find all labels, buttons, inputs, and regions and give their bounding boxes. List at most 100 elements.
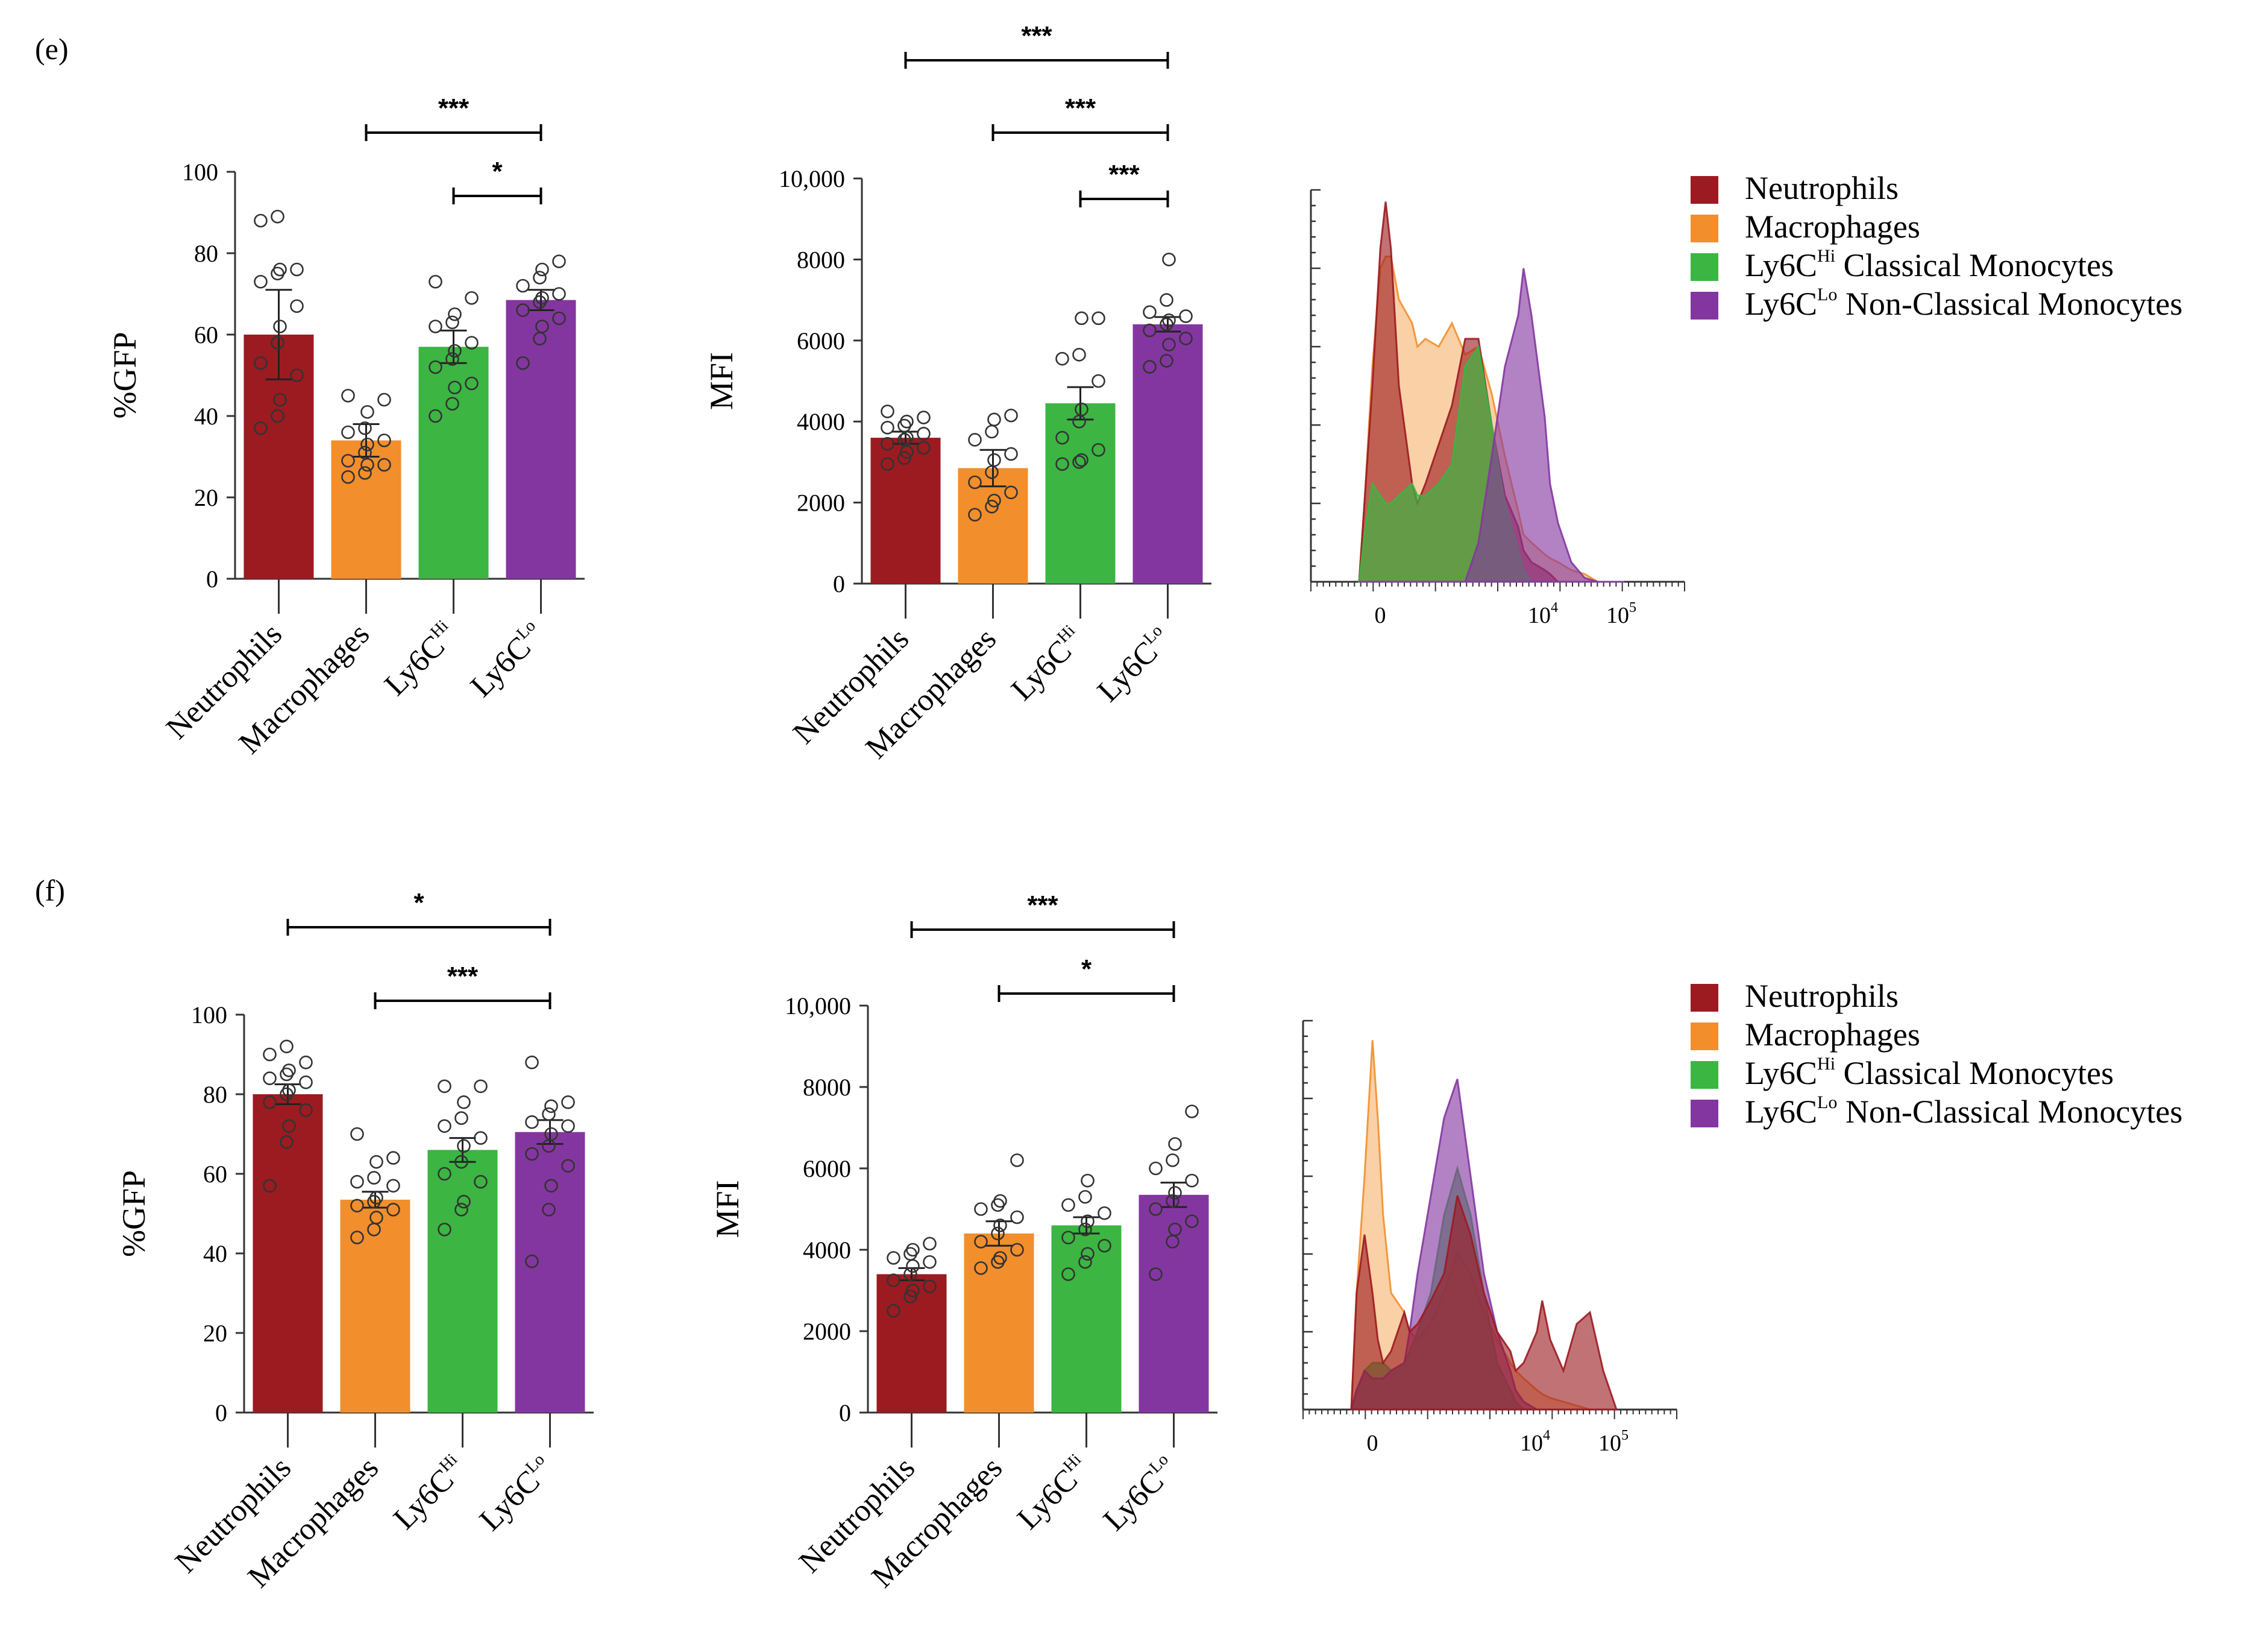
data-point: [897, 433, 911, 447]
data-point: [887, 1273, 900, 1287]
y-tick-label: 4000: [797, 408, 845, 435]
y-tick-label: 8000: [803, 1074, 851, 1101]
data-point: [377, 433, 391, 447]
data-point: [1010, 1210, 1024, 1224]
y-tick-label: 0: [833, 570, 845, 597]
data-point: [386, 1179, 400, 1193]
data-point: [968, 433, 982, 447]
data-point: [542, 1203, 556, 1217]
data-point: [1055, 457, 1069, 471]
legend-label-Ly6CHi: Ly6CHi Classical Monocytes: [1745, 1054, 2114, 1091]
data-point: [987, 493, 1001, 508]
data-point: [341, 425, 355, 440]
data-point: [1160, 293, 1173, 307]
data-point: [282, 1119, 296, 1133]
data-point: [900, 414, 914, 429]
data-point: [906, 1284, 920, 1297]
data-point: [448, 380, 462, 395]
bar-Ly6CHi: [1045, 403, 1116, 584]
bar-chart-e-mfi: 0200040006000800010,000MFINeutrophilsMac…: [703, 21, 1211, 766]
data-point: [917, 411, 931, 424]
histogram-f-hist: 0 104 105: [1302, 1019, 1677, 1456]
bar-Ly6CLo: [506, 300, 576, 579]
data-point: [263, 1047, 277, 1062]
data-point: [445, 397, 459, 411]
y-axis-label: %GFP: [107, 332, 143, 418]
data-point: [350, 1174, 364, 1189]
data-point: [1092, 311, 1105, 326]
sig-label: ***: [438, 93, 470, 123]
data-point: [903, 1267, 917, 1281]
data-point: [968, 475, 982, 490]
data-point: [516, 303, 530, 317]
data-point: [1168, 1186, 1182, 1200]
y-tick-label: 80: [194, 240, 218, 267]
y-tick-label: 2000: [803, 1318, 851, 1345]
data-point: [429, 409, 442, 423]
data-point: [254, 213, 268, 228]
data-point: [299, 1103, 313, 1117]
legend-label-Ly6CLo: Ly6CLo Non-Classical Monocytes: [1745, 1092, 2182, 1130]
data-point: [271, 209, 284, 224]
legend-swatch-Ly6CHi: [1691, 1061, 1718, 1089]
data-point: [897, 451, 911, 465]
y-tick-label: 10,000: [785, 992, 851, 1019]
y-tick-label: 6000: [803, 1155, 851, 1182]
legend-label-Ly6CLo: Ly6CLo Non-Classical Monocytes: [1745, 285, 2182, 322]
data-point: [1075, 311, 1088, 326]
y-tick-label: 0: [206, 566, 218, 593]
data-point: [290, 262, 304, 277]
sig-label: *: [1081, 954, 1092, 984]
bar-Ly6CLo: [1139, 1194, 1209, 1413]
y-tick-label: 40: [203, 1240, 227, 1267]
data-point: [448, 307, 462, 321]
data-point: [881, 420, 894, 435]
data-point: [1092, 443, 1105, 457]
data-point: [906, 1259, 920, 1273]
data-point: [350, 1199, 364, 1213]
data-point: [542, 1107, 556, 1121]
data-point: [271, 336, 284, 350]
data-point: [290, 299, 304, 313]
data-point: [906, 1243, 920, 1257]
y-tick-label: 20: [203, 1320, 227, 1347]
data-point: [525, 1147, 539, 1161]
y-tick-label: 10,000: [779, 165, 845, 192]
x-tick-label: Ly6CLo: [1096, 1450, 1184, 1537]
bar-Neutrophils: [870, 438, 941, 584]
data-point: [273, 392, 287, 407]
data-point: [923, 1279, 937, 1294]
hist-area-Ly6CLo: [1359, 268, 1624, 583]
data-point: [448, 344, 462, 358]
data-point: [280, 1039, 294, 1054]
data-point: [1055, 351, 1069, 366]
data-point: [903, 1290, 917, 1303]
sig-label: ***: [1065, 93, 1096, 123]
data-point: [544, 1179, 558, 1193]
data-point: [341, 470, 355, 484]
legend-swatch-Ly6CHi: [1691, 253, 1718, 281]
data-point: [377, 458, 391, 472]
data-point: [438, 1079, 451, 1094]
x-tick-label: Ly6CLo: [1090, 621, 1178, 708]
legend-swatch-Macrophages: [1691, 215, 1718, 242]
y-tick-label: 80: [203, 1081, 227, 1108]
data-point: [974, 1202, 988, 1216]
bar-Macrophages: [964, 1233, 1034, 1413]
data-point: [1168, 1137, 1182, 1151]
data-point: [923, 1237, 937, 1251]
y-tick-label: 100: [191, 1001, 227, 1029]
legend-swatch-Ly6CLo: [1691, 292, 1718, 320]
data-point: [917, 427, 931, 441]
data-point: [1072, 455, 1086, 469]
data-point: [474, 1079, 488, 1094]
data-point: [263, 1095, 277, 1109]
hist-x-tick-label: 0: [1375, 603, 1386, 628]
legend-swatch-Neutrophils: [1691, 176, 1718, 204]
data-point: [552, 311, 566, 326]
